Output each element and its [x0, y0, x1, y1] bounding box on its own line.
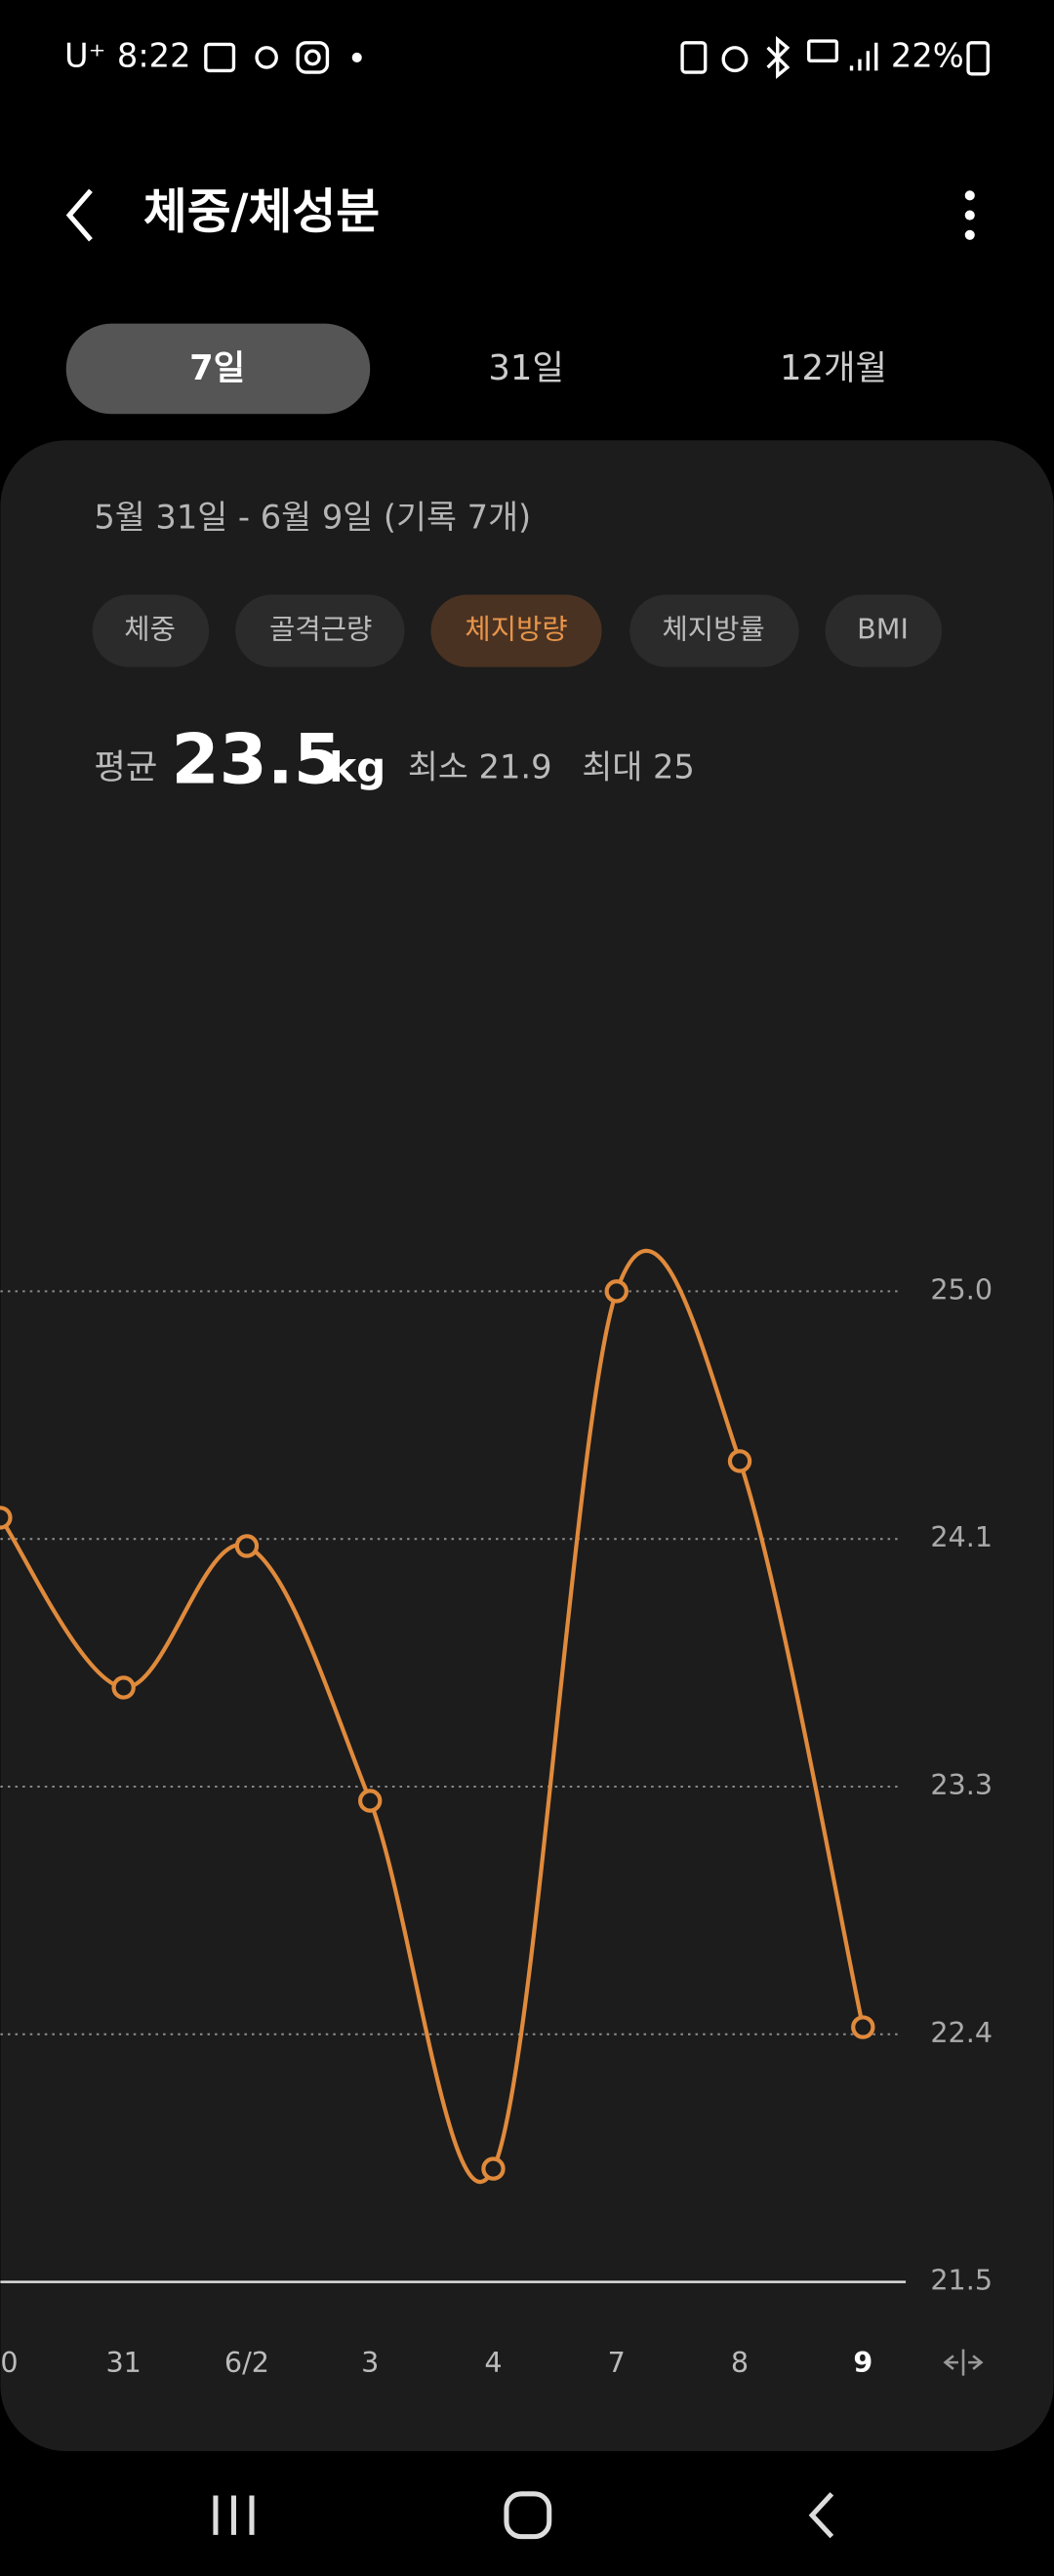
x-tick-label: 7 — [608, 2346, 626, 2379]
x-tick-label: 31 — [105, 2346, 141, 2379]
tab[interactable]: 7일 — [189, 348, 245, 388]
x-tick-label: 30 — [0, 2346, 19, 2379]
average-label: 평균 — [94, 747, 157, 787]
recents-button[interactable] — [213, 2495, 255, 2535]
tab[interactable]: 31일 — [488, 348, 564, 388]
average-value: 23.5 — [171, 718, 341, 799]
chip-bg — [825, 594, 943, 667]
chip-bg — [235, 594, 405, 667]
data-point — [234, 1534, 260, 1558]
chart: 21.5 22.4 23.3 24.1 25.0 30 31 6/2 3 4 7 8 9 — [0, 1248, 993, 2379]
status-icons — [204, 35, 990, 80]
average-unit: kg — [329, 744, 385, 791]
carrier: U⁺ — [64, 36, 105, 74]
chip[interactable]: 골격근량 — [269, 613, 372, 646]
y-tick-label: 22.4 — [930, 2016, 993, 2049]
card — [0, 440, 1054, 2452]
selected-tab-bg — [65, 323, 371, 415]
home-button[interactable] — [504, 2491, 552, 2540]
nav-bar — [213, 2491, 834, 2540]
chip-bg — [629, 594, 799, 667]
tab[interactable]: 12개월 — [780, 348, 887, 388]
data-point — [851, 2015, 875, 2039]
back-button[interactable] — [65, 188, 93, 242]
data-point — [481, 2156, 506, 2181]
clock: 8:22 — [117, 36, 191, 74]
min-value: 최소 21.9 — [408, 747, 552, 785]
data-point — [604, 1279, 628, 1304]
x-tick-label: 4 — [484, 2346, 502, 2379]
chip[interactable]: 체중 — [124, 613, 176, 646]
chip-bg — [92, 594, 210, 667]
date-range: 5월 31일 - 6월 9일 (기록 7개) — [94, 499, 531, 537]
x-tick-label: 3 — [361, 2346, 379, 2379]
scroll-hint-icon[interactable] — [943, 2349, 984, 2376]
y-tick-label: 23.3 — [930, 1768, 993, 1801]
chip[interactable]: BMI — [857, 613, 909, 646]
chip-bg-selected — [430, 594, 602, 667]
y-tick-label: 24.1 — [930, 1520, 993, 1553]
x-tick-label: 6/2 — [224, 2346, 269, 2379]
more-button[interactable] — [964, 190, 975, 240]
chips: 체중 골격근량 체지방량 체지방률 BMI — [92, 594, 943, 667]
nav-back-button[interactable] — [808, 2492, 834, 2539]
max-value: 최대 25 — [582, 747, 694, 785]
data-point — [358, 1789, 383, 1813]
data-point — [0, 1506, 13, 1530]
data-point — [111, 1675, 136, 1700]
chip[interactable]: 체지방률 — [662, 613, 764, 646]
y-tick-label: 25.0 — [930, 1272, 993, 1306]
y-tick-label: 21.5 — [930, 2264, 993, 2297]
page-title: 체중/체성분 — [143, 184, 380, 240]
chip-selected[interactable]: 체지방량 — [465, 613, 567, 646]
data-point — [727, 1449, 752, 1473]
x-tick-label: 8 — [731, 2346, 749, 2379]
battery-level: 22% — [891, 36, 964, 74]
x-tick-label: 9 — [853, 2346, 872, 2379]
